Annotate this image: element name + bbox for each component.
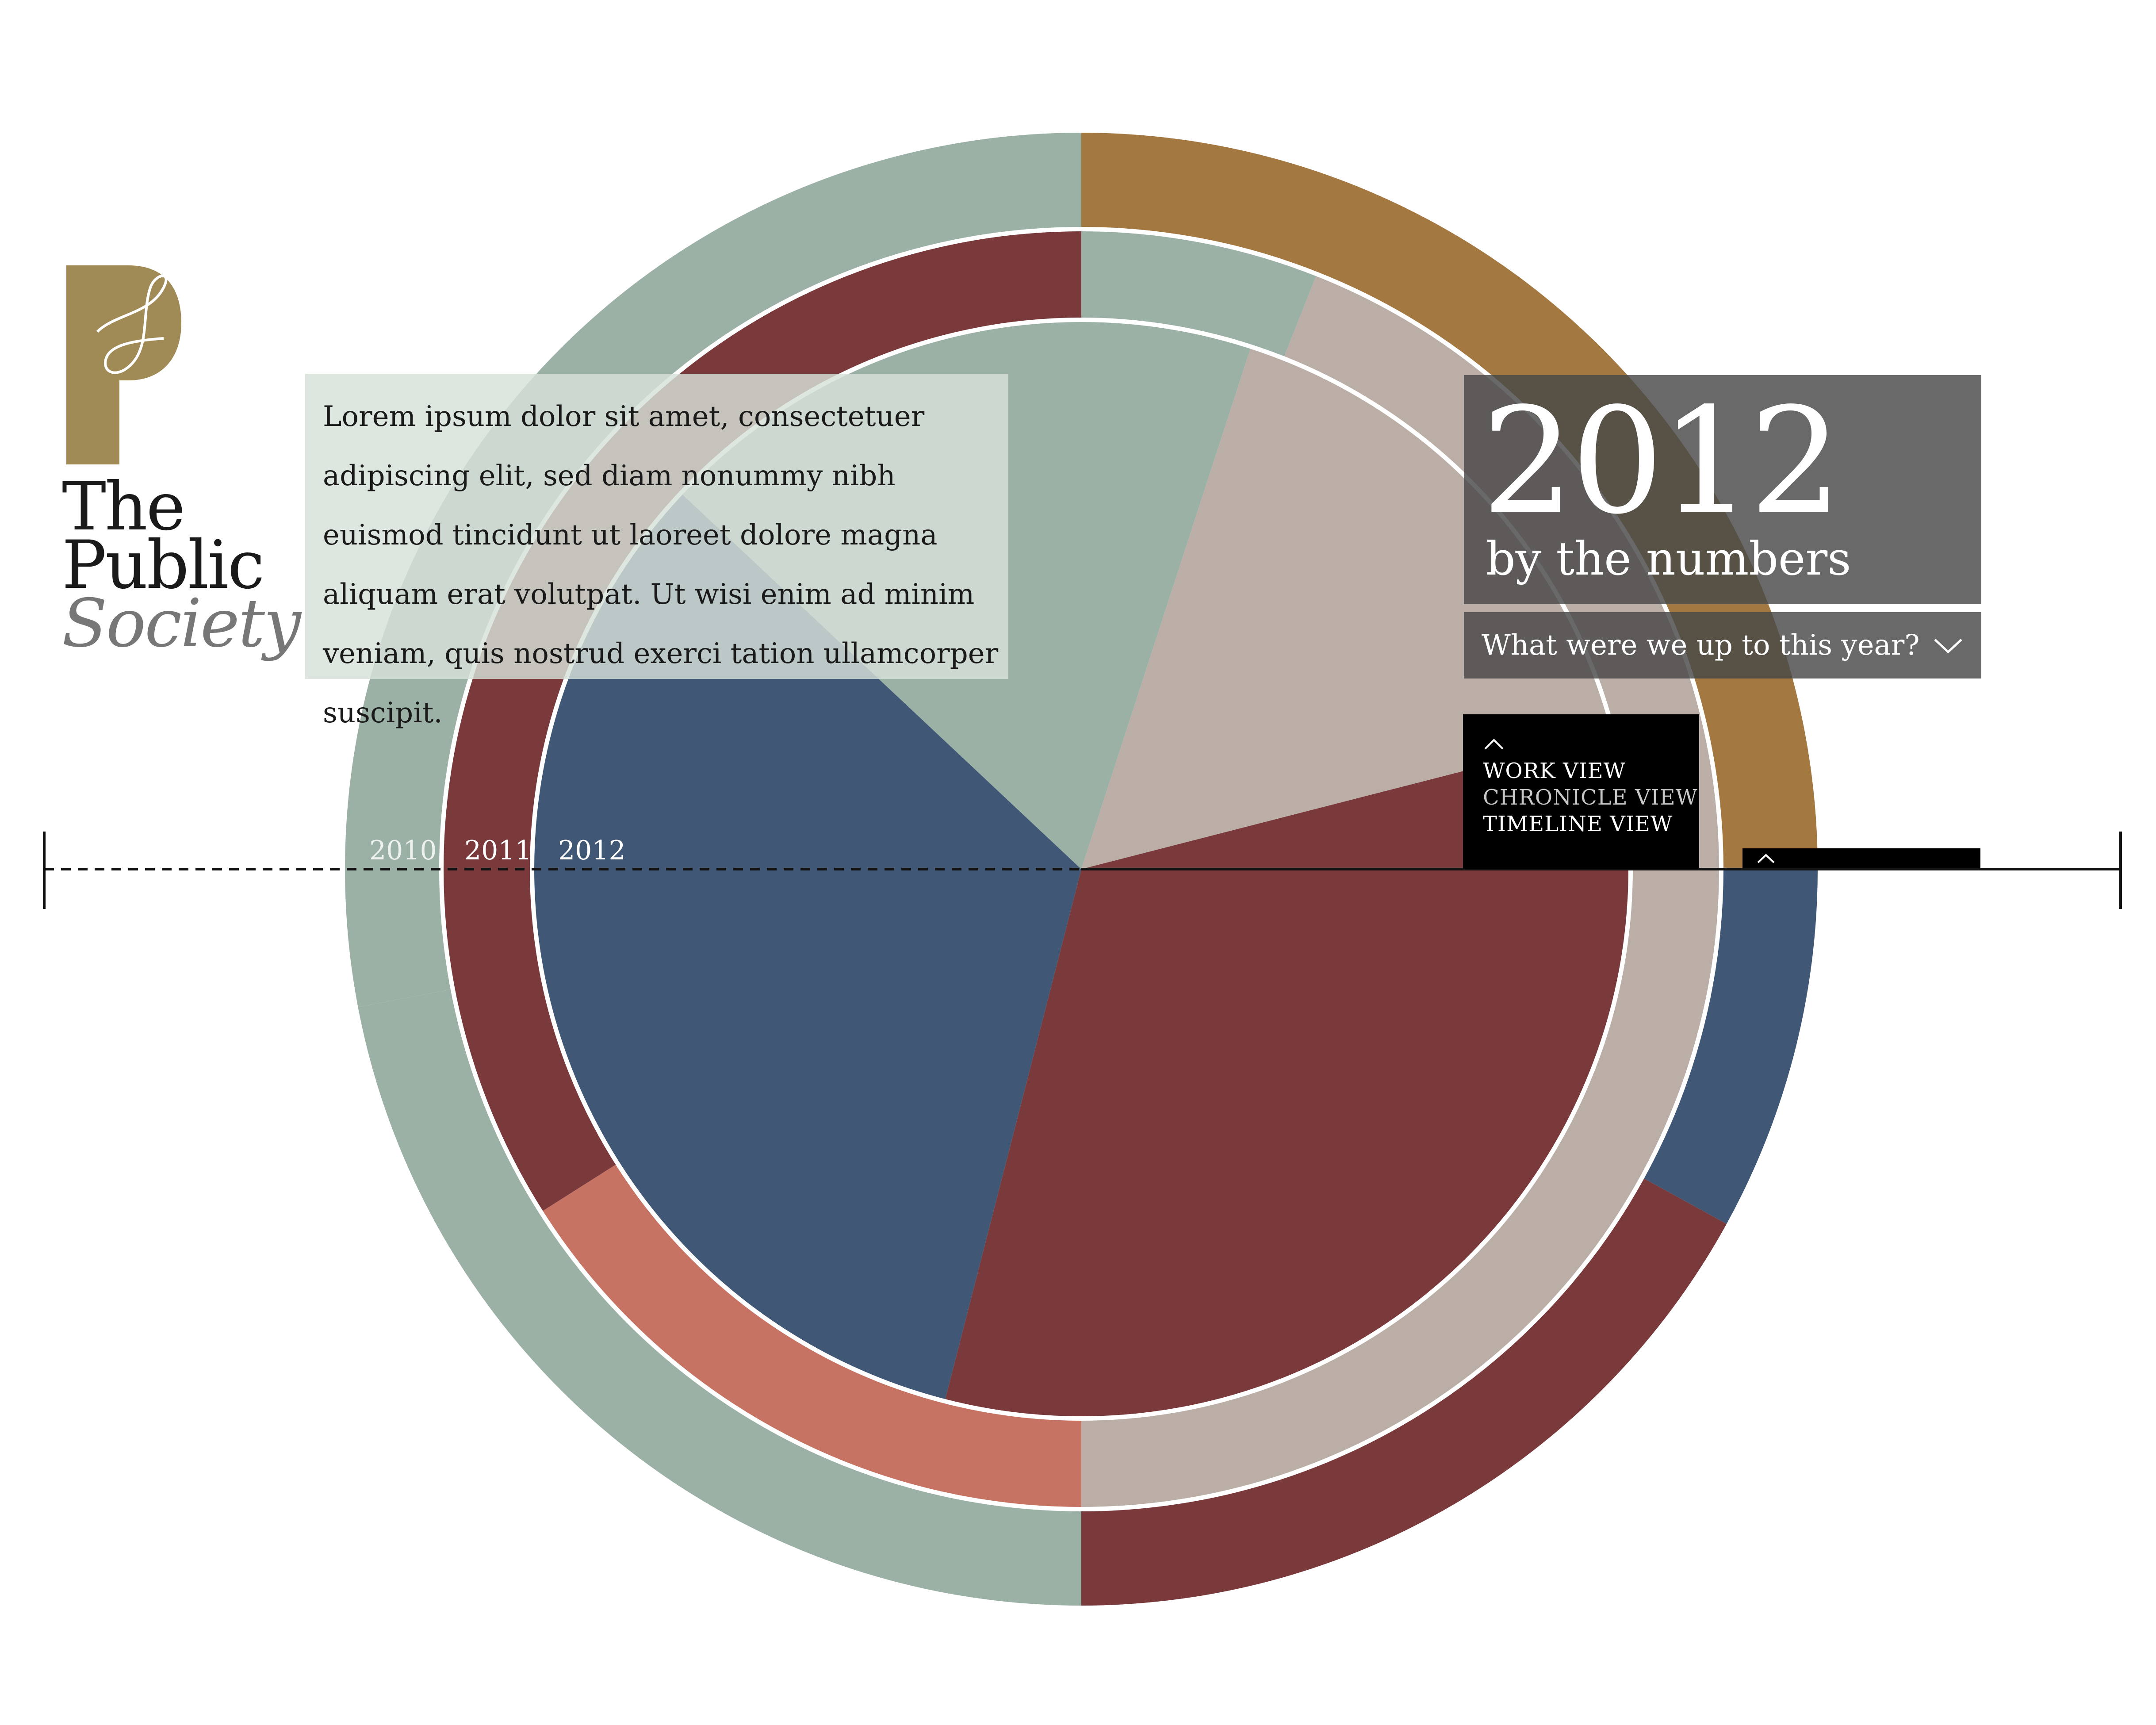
ring-2-slice-2[interactable] xyxy=(945,732,1630,1418)
dropdown-label: What were we up to this year? xyxy=(1482,629,1920,662)
ring-1-slice-2[interactable] xyxy=(541,1164,1081,1508)
menu-item-work-view[interactable]: WORK VIEW xyxy=(1483,759,1626,783)
ring-0-slice-2[interactable] xyxy=(1081,1178,1727,1606)
logo-s-flourish xyxy=(96,274,168,374)
ring-1-slice-0[interactable] xyxy=(1081,230,1317,357)
intro-paragraph: Lorem ipsum dolor sit amet, consectetuer… xyxy=(323,400,999,729)
logo-text-public: Public xyxy=(62,527,265,604)
chevron-up-icon[interactable] xyxy=(1483,737,1505,751)
timeline-tab[interactable] xyxy=(1742,848,1980,868)
ring-2-slice-3[interactable] xyxy=(532,494,1081,1401)
timeline-year-2011[interactable]: 2011 xyxy=(464,835,532,866)
ring-0-slice-3[interactable] xyxy=(358,989,1081,1606)
logo[interactable]: The Public Society xyxy=(62,261,301,662)
logo-mark-icon xyxy=(66,265,181,464)
intro-panel: Lorem ipsum dolor sit amet, consectetuer… xyxy=(305,374,1008,729)
year-title: 2012 xyxy=(1482,376,1842,546)
year-activity-dropdown[interactable]: What were we up to this year? xyxy=(1464,612,1981,678)
chevron-up-icon xyxy=(1757,854,1775,863)
menu-item-chronicle-view[interactable]: CHRONICLE VIEW xyxy=(1483,785,1698,810)
chevron-down-icon xyxy=(1934,639,1962,654)
ring-0-slice-1[interactable] xyxy=(1643,869,1818,1224)
logo-text-society: Society xyxy=(62,585,301,662)
logo-p-shape xyxy=(66,265,181,464)
year-subtitle: by the numbers xyxy=(1486,532,1851,586)
timeline-year-2012[interactable]: 2012 xyxy=(558,835,626,866)
menu-item-timeline-view[interactable]: TIMELINE VIEW xyxy=(1483,812,1673,836)
ring-2-slice-0[interactable] xyxy=(1081,321,1251,869)
year-header-panel: 2012 by the numbers xyxy=(1464,375,1981,604)
timeline-year-2010[interactable]: 2010 xyxy=(369,835,437,866)
logo-text-the: The xyxy=(62,468,185,545)
view-menu: WORK VIEW CHRONICLE VIEW TIMELINE VIEW xyxy=(1463,714,1699,869)
